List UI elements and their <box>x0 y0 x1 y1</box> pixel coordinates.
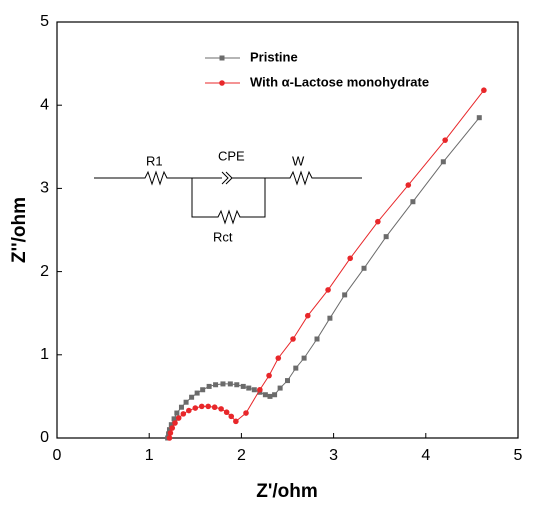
y-tick-label: 5 <box>40 13 49 30</box>
point <box>233 418 239 425</box>
point <box>180 411 187 417</box>
point <box>410 199 416 205</box>
point <box>186 407 192 414</box>
point <box>272 392 278 398</box>
point <box>262 392 268 398</box>
point <box>301 355 307 361</box>
x-tick-label: 2 <box>237 447 246 464</box>
point <box>481 87 487 94</box>
point <box>205 403 212 410</box>
circuit <box>94 170 362 225</box>
point <box>314 336 320 342</box>
point <box>251 387 257 393</box>
point <box>342 292 348 298</box>
y-tick-label: 3 <box>40 180 49 197</box>
legend-label: Pristine <box>250 49 298 64</box>
x-tick-label: 0 <box>53 447 62 464</box>
series-line <box>167 117 480 439</box>
point <box>167 430 174 436</box>
plot-frame <box>56 21 519 439</box>
annotation: W <box>292 153 305 168</box>
point <box>375 218 381 225</box>
point <box>246 385 252 391</box>
point <box>189 394 195 400</box>
point <box>228 413 235 420</box>
y-axis-label: Z''/ohm <box>9 197 30 263</box>
point <box>206 383 212 389</box>
point <box>325 287 331 293</box>
point <box>183 399 189 405</box>
legend-marker <box>219 80 225 86</box>
point <box>169 425 176 431</box>
point <box>218 406 224 412</box>
point <box>168 422 174 428</box>
point <box>361 265 367 271</box>
point <box>383 234 389 240</box>
point <box>293 365 299 371</box>
x-tick-label: 4 <box>421 447 430 464</box>
annotation: CPE <box>218 148 245 163</box>
point <box>440 159 446 165</box>
point <box>240 383 246 389</box>
point <box>211 404 218 411</box>
legend-label: With α-Lactose monohydrate <box>250 74 429 89</box>
point <box>174 410 180 416</box>
y-tick-label: 2 <box>40 263 49 280</box>
point <box>175 415 182 421</box>
point <box>192 405 199 411</box>
x-tick-label: 3 <box>329 447 338 464</box>
point <box>223 409 230 416</box>
point <box>285 378 290 384</box>
point <box>220 381 226 387</box>
point <box>234 382 240 388</box>
point <box>405 182 412 188</box>
y-tick-label: 1 <box>40 346 49 363</box>
point <box>442 137 448 143</box>
point <box>172 420 178 426</box>
point <box>227 381 233 387</box>
point <box>166 435 173 441</box>
annotation: R1 <box>146 153 163 168</box>
annotation: Rct <box>213 229 233 244</box>
point <box>257 386 263 393</box>
legend-marker <box>219 55 225 61</box>
point <box>277 385 283 391</box>
y-tick-label: 4 <box>40 96 49 113</box>
point <box>243 410 249 416</box>
point <box>304 312 311 319</box>
y-tick-label: 0 <box>40 429 49 446</box>
point <box>200 387 206 393</box>
point <box>327 315 333 321</box>
point <box>178 404 184 410</box>
point <box>290 336 296 342</box>
point <box>171 416 177 422</box>
x-axis-label: Z'/ohm <box>256 481 318 502</box>
point <box>166 427 172 433</box>
point <box>213 382 219 388</box>
point <box>476 115 482 121</box>
point <box>347 255 353 262</box>
point <box>275 355 282 361</box>
x-tick-label: 5 <box>514 447 523 464</box>
point <box>194 390 200 396</box>
point <box>267 393 273 399</box>
x-tick-label: 1 <box>145 447 154 464</box>
point <box>266 372 272 379</box>
point <box>198 403 205 410</box>
